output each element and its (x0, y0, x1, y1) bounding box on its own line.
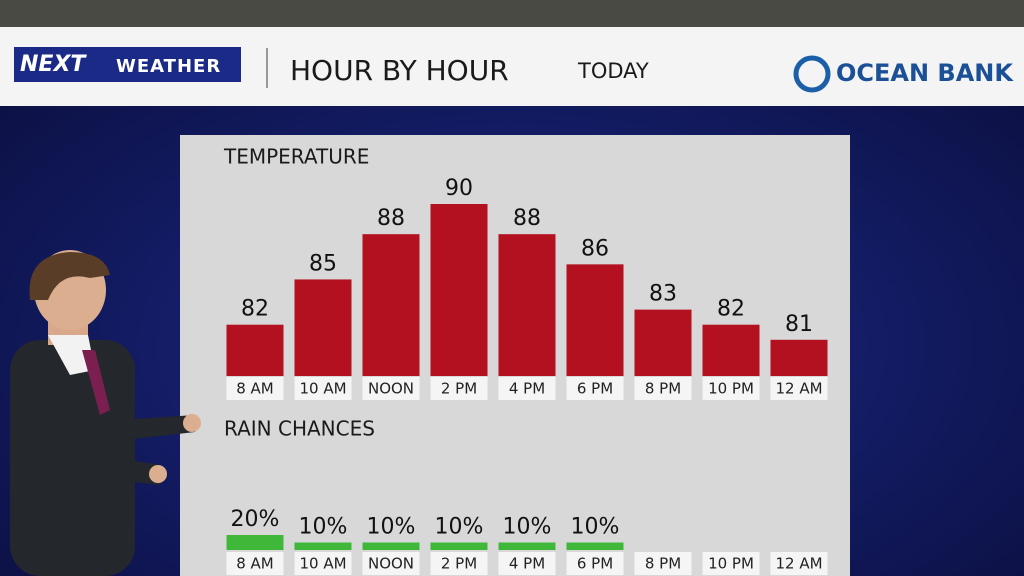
category-box (702, 377, 760, 400)
header-subtitle: TODAY (577, 59, 649, 83)
bar (498, 542, 556, 550)
bar (226, 535, 284, 550)
category-box (702, 552, 760, 575)
value-label: 10% (435, 515, 484, 540)
x-tick-label: NOON (368, 380, 414, 398)
bar (702, 324, 760, 376)
category-box (634, 377, 692, 400)
bar (362, 542, 420, 550)
value-label: 82 (717, 297, 745, 322)
value-label: 10% (299, 515, 348, 540)
category-box (634, 552, 692, 575)
bar (430, 204, 488, 376)
brand-sub: WEATHER (116, 56, 221, 77)
x-tick-label: 2 PM (441, 555, 477, 573)
category-box (294, 552, 352, 575)
x-tick-label: 2 PM (441, 380, 477, 398)
value-label: 81 (785, 312, 813, 337)
x-tick-label: 12 AM (775, 380, 822, 398)
x-tick-label: 6 PM (577, 555, 613, 573)
x-tick-label: 8 PM (645, 380, 681, 398)
x-tick-label: 10 AM (299, 380, 346, 398)
value-label: 86 (581, 236, 609, 261)
sponsor: OCEAN BANK (836, 59, 1014, 87)
bar (770, 339, 828, 376)
x-tick-label: 6 PM (577, 380, 613, 398)
sponsor-logo (793, 55, 831, 93)
value-label: 20% (231, 507, 280, 532)
header-title: HOUR BY HOUR (290, 54, 509, 87)
x-tick-label: 12 AM (775, 555, 822, 573)
x-tick-label: 8 AM (236, 555, 274, 573)
category-box (362, 552, 420, 575)
bar (498, 234, 556, 376)
x-tick-label: 8 PM (645, 555, 681, 573)
category-box (566, 377, 624, 400)
value-label: 83 (649, 282, 677, 307)
x-tick-label: NOON (368, 555, 414, 573)
bar (634, 309, 692, 376)
bar (294, 542, 352, 550)
category-box (430, 377, 488, 400)
bar (566, 264, 624, 376)
category-box (498, 552, 556, 575)
category-box (430, 552, 488, 575)
top-strip (0, 0, 1024, 27)
value-label: 88 (513, 206, 541, 231)
value-label: 85 (309, 251, 337, 276)
chart-title: TEMPERATURE (223, 145, 369, 169)
bar (430, 542, 488, 550)
brand-box (14, 47, 241, 82)
bar (362, 234, 420, 376)
value-label: 10% (367, 515, 416, 540)
value-label: 10% (571, 515, 620, 540)
category-box (362, 377, 420, 400)
x-tick-label: 8 AM (236, 380, 274, 398)
value-label: 10% (503, 515, 552, 540)
x-tick-label: 10 PM (708, 380, 754, 398)
value-label: 90 (445, 176, 473, 201)
brand: NEXT (20, 52, 87, 77)
category-box (226, 377, 284, 400)
chart-title: RAIN CHANCES (224, 417, 375, 441)
category-box (770, 552, 828, 575)
bar (226, 324, 284, 376)
x-tick-label: 4 PM (509, 555, 545, 573)
category-box (770, 377, 828, 400)
category-box (566, 552, 624, 575)
x-tick-label: 10 AM (299, 555, 346, 573)
category-box (498, 377, 556, 400)
x-tick-label: 4 PM (509, 380, 545, 398)
x-tick-label: 10 PM (708, 555, 754, 573)
presenter (10, 250, 201, 576)
value-label: 82 (241, 297, 269, 322)
category-box (294, 377, 352, 400)
bar (566, 542, 624, 550)
value-label: 88 (377, 206, 405, 231)
category-box (226, 552, 284, 575)
bar (294, 279, 352, 376)
